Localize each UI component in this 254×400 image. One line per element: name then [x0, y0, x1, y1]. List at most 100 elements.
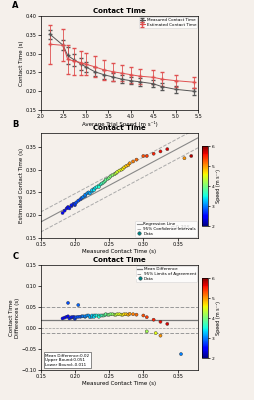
Point: [115, 311, 119, 318]
Point: [104, 311, 108, 318]
Point: [110, 311, 115, 318]
Y-axis label: Estimated Contact Time (s): Estimated Contact Time (s): [19, 148, 24, 223]
Point: [73, 316, 77, 322]
Point: [80, 313, 84, 320]
Point: [141, 153, 145, 159]
Point: [108, 173, 113, 180]
Point: [107, 312, 111, 318]
Point: [131, 311, 135, 318]
Point: [107, 175, 111, 181]
Point: [115, 169, 119, 175]
Point: [73, 314, 77, 321]
Point: [60, 315, 65, 322]
Point: [76, 302, 80, 308]
Point: [67, 205, 71, 212]
Point: [62, 208, 67, 214]
Point: [152, 150, 156, 157]
Point: [92, 314, 96, 320]
Point: [90, 188, 94, 195]
Title: Contact Time: Contact Time: [93, 126, 146, 132]
Text: B: B: [12, 120, 19, 129]
Point: [117, 167, 121, 174]
Point: [108, 311, 113, 318]
Point: [66, 300, 70, 306]
Point: [93, 185, 98, 191]
Point: [90, 187, 94, 193]
Point: [119, 166, 123, 173]
Point: [113, 312, 117, 318]
Point: [81, 194, 85, 200]
Point: [85, 190, 89, 196]
Point: [90, 312, 94, 319]
Y-axis label: Contact Time
Differences (s): Contact Time Differences (s): [9, 298, 20, 338]
Legend: Measured Contact Time, Estimated Contact Time: Measured Contact Time, Estimated Contact…: [139, 17, 197, 28]
Point: [114, 170, 118, 176]
Point: [83, 193, 87, 199]
Point: [83, 314, 87, 320]
Point: [154, 330, 158, 336]
Point: [69, 202, 73, 208]
Point: [141, 312, 145, 319]
Point: [165, 146, 169, 152]
Point: [78, 314, 82, 320]
Point: [152, 316, 156, 323]
Point: [165, 321, 169, 327]
Point: [145, 328, 149, 335]
Point: [182, 155, 186, 162]
Point: [69, 314, 73, 320]
Point: [128, 311, 132, 317]
Point: [71, 201, 75, 207]
Point: [97, 182, 101, 189]
Point: [158, 148, 163, 155]
Point: [80, 195, 84, 201]
Text: r²:0.795: r²:0.795: [171, 225, 190, 230]
Point: [97, 312, 101, 319]
Point: [113, 171, 117, 178]
Point: [66, 313, 70, 320]
Point: [158, 318, 163, 325]
Point: [117, 311, 121, 318]
Point: [103, 178, 107, 184]
Point: [92, 187, 96, 193]
X-axis label: Measured Contact Time (s): Measured Contact Time (s): [82, 380, 156, 386]
Point: [93, 312, 98, 319]
Point: [87, 189, 91, 196]
Point: [88, 190, 92, 196]
Point: [102, 179, 106, 186]
Point: [122, 311, 126, 318]
Point: [69, 314, 73, 321]
Point: [145, 314, 149, 320]
Point: [65, 205, 69, 212]
Point: [134, 156, 138, 163]
Point: [95, 184, 99, 190]
Point: [83, 313, 87, 320]
Y-axis label: Speed (m s⁻¹): Speed (m s⁻¹): [216, 301, 221, 335]
Point: [126, 312, 130, 318]
Legend: Regression Line, 95% Confidence Intervals, Data: Regression Line, 95% Confidence Interval…: [135, 221, 197, 237]
Title: Contact Time: Contact Time: [93, 258, 146, 264]
Point: [97, 184, 101, 190]
Text: Mean Difference:0.02
Upper Bound:0.051
Lower Bound:-0.011: Mean Difference:0.02 Upper Bound:0.051 L…: [45, 354, 89, 367]
Point: [71, 314, 75, 320]
Point: [92, 186, 96, 192]
Point: [110, 172, 115, 178]
Point: [67, 315, 71, 322]
Point: [90, 314, 94, 320]
Point: [74, 199, 78, 206]
Y-axis label: Speed (m s⁻¹): Speed (m s⁻¹): [216, 169, 221, 203]
Point: [134, 312, 138, 318]
Point: [99, 181, 103, 188]
Point: [78, 196, 82, 202]
Point: [65, 314, 69, 320]
Point: [114, 312, 118, 318]
Point: [121, 166, 125, 172]
Y-axis label: Contact Time (s): Contact Time (s): [19, 40, 24, 86]
Point: [100, 180, 104, 186]
X-axis label: Measured Contact Time (s): Measured Contact Time (s): [82, 248, 156, 254]
Point: [95, 312, 99, 319]
X-axis label: Average Trial Speed (m s⁻¹): Average Trial Speed (m s⁻¹): [82, 120, 157, 126]
Point: [83, 192, 87, 198]
Point: [126, 162, 130, 168]
Point: [103, 312, 107, 318]
Text: A: A: [12, 2, 19, 10]
